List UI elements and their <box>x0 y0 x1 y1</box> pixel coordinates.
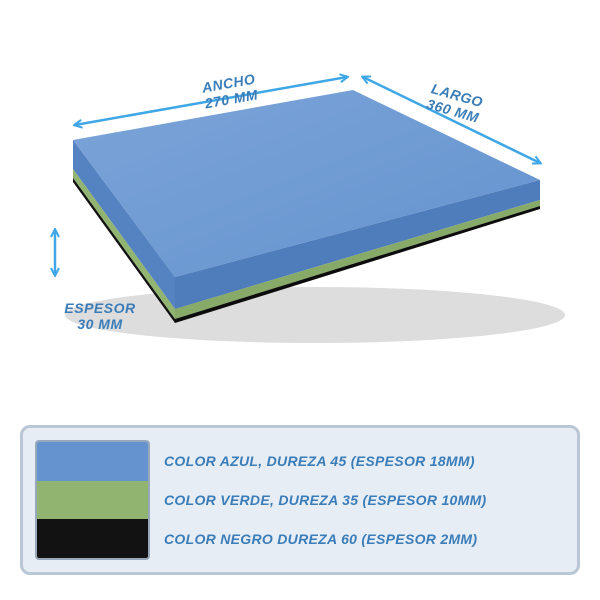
color-swatch <box>37 519 148 558</box>
legend-row-label: COLOR VERDE, DUREZA 35 (ESPESOR 10MM) <box>164 492 565 508</box>
foam-slab-diagram: ANCHO 270 MM LARGO 360 MM ESPESOR 30 MM <box>25 25 575 405</box>
dim-title: ESPESOR <box>64 300 135 316</box>
legend-panel: COLOR AZUL, DUREZA 45 (ESPESOR 18MM) COLO… <box>20 425 580 575</box>
legend-row-label: COLOR NEGRO DUREZA 60 (ESPESOR 2MM) <box>164 531 565 547</box>
legend-row-label: COLOR AZUL, DUREZA 45 (ESPESOR 18MM) <box>164 453 565 469</box>
color-swatch <box>37 442 148 481</box>
dimension-espesor: ESPESOR 30 MM <box>40 300 160 332</box>
swatch-column <box>35 440 150 560</box>
color-swatch <box>37 481 148 520</box>
dim-value: 30 MM <box>77 316 122 332</box>
label-column: COLOR AZUL, DUREZA 45 (ESPESOR 18MM) COLO… <box>164 440 565 560</box>
